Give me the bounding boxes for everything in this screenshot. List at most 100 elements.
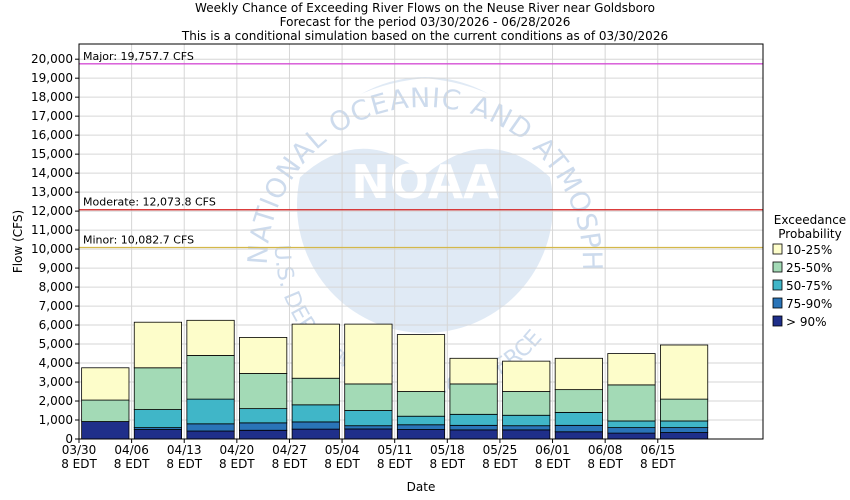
bar-segment — [81, 421, 130, 440]
bar-segment — [396, 334, 446, 392]
bar-segment — [607, 432, 656, 440]
legend-title-line-2: Probability — [778, 227, 841, 241]
x-axis-label: Date — [407, 480, 436, 494]
x-tick-label-time: 8 EDT — [535, 457, 571, 471]
bar-segment — [344, 425, 393, 430]
bar-segment — [554, 424, 603, 433]
y-tick-label: 0 — [65, 432, 73, 446]
bar-segment — [291, 428, 340, 440]
legend-swatch — [772, 261, 783, 273]
x-tick-label-date: 05/11 — [377, 443, 412, 457]
x-tick-label-date: 04/20 — [220, 443, 255, 457]
x-tick-label-time: 8 EDT — [272, 457, 308, 471]
bar-segment — [449, 383, 498, 415]
bar-segment — [133, 409, 183, 429]
legend-label: 25-50% — [786, 261, 832, 275]
x-tick-label-time: 8 EDT — [166, 457, 202, 471]
chart-subtitle-simulation-note: This is a conditional simulation based o… — [181, 29, 669, 43]
bar-segment — [396, 391, 446, 417]
bar-segment — [291, 421, 340, 430]
threshold-label: Moderate: 12,073.8 CFS — [83, 196, 216, 209]
y-tick-label: 4,000 — [39, 356, 73, 370]
noaa-watermark-logo-text: NOAA — [351, 155, 499, 209]
plot-border — [78, 43, 764, 440]
y-tick-label: 8,000 — [39, 280, 73, 294]
x-tick-label-time: 8 EDT — [377, 457, 413, 471]
x-tick-label-time: 8 EDT — [219, 457, 255, 471]
bar-segment — [502, 391, 551, 416]
bar-segment — [396, 424, 446, 430]
bar-segment — [502, 360, 551, 392]
y-tick-label: 10,000 — [31, 242, 73, 256]
bar-segment — [81, 399, 130, 422]
x-tick-label-time: 8 EDT — [430, 457, 466, 471]
bar-segment — [396, 429, 446, 440]
threshold-label: Major: 19,757.7 CFS — [83, 50, 194, 63]
legend-swatch — [772, 315, 783, 327]
bar-segment — [239, 373, 288, 410]
bar-segment — [186, 398, 235, 425]
x-tick-label-date: 03/30 — [62, 443, 97, 457]
y-tick-label: 13,000 — [31, 185, 73, 199]
bar-segment — [344, 410, 393, 427]
bar-segment — [133, 367, 183, 410]
bar-segment — [186, 423, 235, 432]
bar-segment — [344, 383, 393, 411]
x-tick-label-time: 8 EDT — [587, 457, 623, 471]
bar-segment — [239, 429, 288, 440]
legend-swatch — [772, 297, 783, 309]
bar-segment — [607, 427, 656, 434]
bar-segment — [133, 321, 183, 369]
y-tick-label: 6,000 — [39, 318, 73, 332]
y-tick-label: 15,000 — [31, 147, 73, 161]
bar-segment — [81, 367, 130, 401]
y-tick-label: 2,000 — [39, 394, 73, 408]
legend-title-line-1: Exceedance — [774, 213, 846, 227]
bar-segment — [502, 414, 551, 427]
bar-segment — [239, 337, 288, 374]
x-tick-label-date: 05/18 — [430, 443, 465, 457]
bar-segment — [186, 319, 235, 356]
bar-segment — [554, 431, 603, 440]
y-tick-label: 3,000 — [39, 375, 73, 389]
bar-segment — [607, 384, 656, 422]
bar-segment — [239, 408, 288, 424]
y-tick-label: 12,000 — [31, 204, 73, 218]
y-tick-label: 18,000 — [31, 90, 73, 104]
x-tick-label-date: 06/15 — [640, 443, 675, 457]
y-tick-label: 11,000 — [31, 223, 73, 237]
x-tick-label-date: 05/04 — [325, 443, 360, 457]
bar-segment — [449, 424, 498, 431]
bar-segment — [554, 412, 603, 426]
legend-label: 50-75% — [786, 279, 832, 293]
x-tick-label-date: 06/08 — [588, 443, 623, 457]
bar-segment — [660, 432, 709, 440]
bar-segment — [396, 415, 446, 426]
bar-segment — [502, 425, 551, 431]
legend-swatch — [772, 243, 783, 255]
x-tick-label-date: 04/13 — [167, 443, 202, 457]
x-tick-label-time: 8 EDT — [61, 457, 97, 471]
y-tick-label: 9,000 — [39, 261, 73, 275]
y-tick-label: 16,000 — [31, 128, 73, 142]
chart-subtitle-forecast-period: Forecast for the period 03/30/2026 - 06/… — [279, 15, 571, 29]
bar-segment — [449, 357, 498, 385]
y-tick-label: 5,000 — [39, 337, 73, 351]
bar-segment — [186, 355, 235, 400]
x-tick-label-time: 8 EDT — [482, 457, 518, 471]
legend-label: > 90% — [786, 315, 827, 329]
x-tick-label-date: 06/01 — [535, 443, 570, 457]
bar-segment — [239, 422, 288, 431]
legend-label: 75-90% — [786, 297, 832, 311]
threshold-label: Minor: 10,082.7 CFS — [83, 234, 194, 247]
bar-segment — [660, 344, 709, 400]
y-tick-label: 1,000 — [39, 413, 73, 427]
x-tick-label-time: 8 EDT — [640, 457, 676, 471]
bar-segment — [502, 429, 551, 440]
bar-segment — [660, 420, 709, 429]
y-tick-label: 19,000 — [31, 71, 73, 85]
bar-segment — [449, 413, 498, 426]
x-tick-label-date: 04/06 — [114, 443, 149, 457]
